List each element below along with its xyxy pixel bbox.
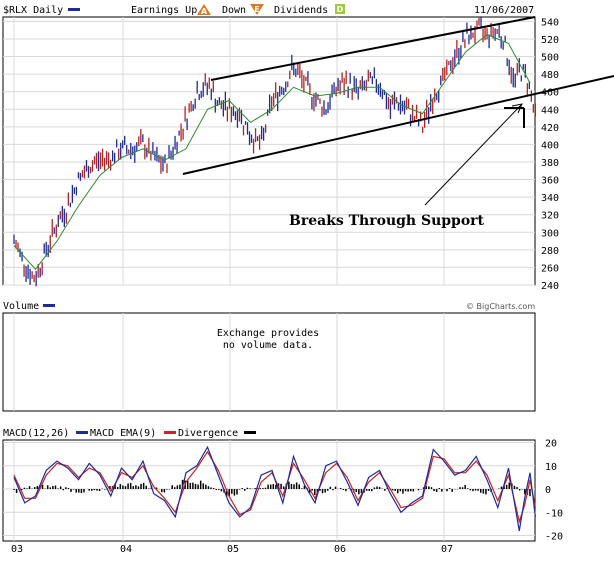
dividends-glyph: D	[337, 5, 344, 14]
annotation-arrow-line	[424, 103, 523, 206]
price-panel: 240 260 280 300 320 340 360 380 400 420 440 460 480 5…	[2, 16, 614, 311]
divergence-title: Divergence	[178, 428, 238, 439]
support-trend-line	[182, 75, 614, 175]
dividends-icon: D	[335, 4, 345, 14]
macd-y-tick-label: -20	[545, 532, 563, 543]
annotation-arrow-head	[511, 103, 523, 114]
volume-grid	[13, 313, 445, 411]
price-y-tick-label: 520	[541, 35, 559, 46]
trend-lines	[182, 16, 614, 206]
chart-date: 11/06/2007	[474, 5, 534, 16]
macd-legend-swatch	[76, 431, 88, 434]
price-y-tick-label: 440	[541, 105, 559, 116]
price-y-ticks: 240 260 280 300 320 340 360 380 400 420 440 460 480 5…	[541, 17, 559, 292]
volume-message-line2: no volume data.	[223, 340, 313, 351]
price-legend-swatch	[68, 8, 80, 11]
volume-message-line1: Exchange provides	[217, 328, 319, 339]
earnings-down-icon: E	[250, 4, 264, 15]
price-y-tick-label: 460	[541, 88, 559, 99]
earnings-down-glyph: E	[254, 5, 259, 14]
price-y-tick-label: 500	[541, 53, 559, 64]
earnings-down-label: Down	[222, 5, 246, 16]
macd-y-tick-label: 0	[545, 485, 551, 496]
price-y-tick-label: 400	[541, 140, 559, 151]
x-axis-ticks: 03 04 05 06 07	[11, 544, 453, 555]
macd-y-tick-label: 20	[545, 439, 557, 450]
earnings-up-glyph: A	[201, 7, 208, 16]
macd-ema-title: MACD EMA(9)	[90, 428, 156, 439]
x-tick-label: 06	[334, 544, 346, 555]
price-y-tick-label: 240	[541, 281, 559, 292]
price-y-tick-label: 480	[541, 70, 559, 81]
macd-y-tick-label: 10	[545, 462, 557, 473]
price-y-tick-label: 540	[541, 17, 559, 28]
moving-average-path	[13, 34, 531, 270]
x-tick-label: 05	[227, 544, 239, 555]
price-y-tick-label: 280	[541, 246, 559, 257]
macd-line	[13, 445, 536, 532]
volume-panel: Volume Exchange provides no volume data.	[2, 301, 536, 412]
x-tick-label: 04	[120, 544, 132, 555]
price-y-tick-label: 360	[541, 176, 559, 187]
macd-y-ticks: 20 10 0 -10 -20	[545, 439, 563, 543]
moving-average-line	[13, 34, 531, 270]
x-tick-label: 03	[11, 544, 23, 555]
divergence-legend-swatch	[244, 431, 256, 434]
price-y-tick-label: 380	[541, 158, 559, 169]
earnings-up-label: Earnings Up	[131, 5, 197, 16]
macd-ema-line	[13, 450, 536, 524]
dividends-label: Dividends	[274, 5, 328, 16]
macd-ema-legend-swatch	[164, 431, 176, 434]
price-y-tick-label: 340	[541, 193, 559, 204]
macd-y-tick-label: -10	[545, 508, 563, 519]
annotation-text: Breaks Through Support	[289, 213, 485, 229]
price-grid	[3, 17, 535, 286]
price-y-tick-label: 260	[541, 263, 559, 274]
macd-ema-path	[13, 450, 536, 524]
symbol-label: $RLX Daily	[3, 5, 63, 16]
price-y-tick-label: 320	[541, 211, 559, 222]
macd-title: MACD(12,26)	[3, 428, 69, 439]
price-y-tick-label: 420	[541, 123, 559, 134]
watermark: © BigCharts.com	[466, 302, 535, 311]
volume-title: Volume	[3, 301, 39, 312]
price-y-tick-label: 300	[541, 228, 559, 239]
earnings-up-icon: A	[197, 4, 211, 16]
volume-legend-swatch	[43, 304, 55, 307]
resistance-trend-line	[210, 16, 536, 81]
macd-panel: MACD(12,26) MACD EMA(9) Divergence 20 10 0…	[2, 428, 563, 543]
macd-path	[13, 445, 536, 532]
x-tick-label: 07	[441, 544, 453, 555]
